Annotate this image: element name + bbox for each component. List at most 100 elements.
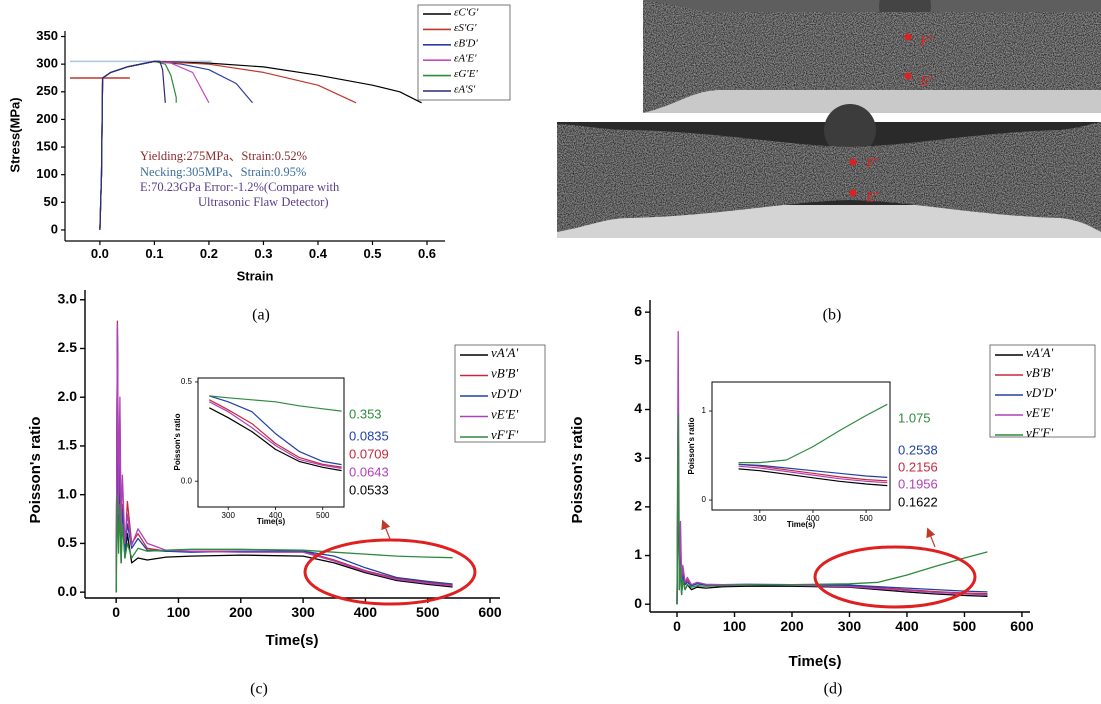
series-line [115,494,453,593]
x-tick-label: 0.2 [200,246,218,261]
legend-label: εS'G' [454,22,477,34]
x-tick-label: 0.5 [363,246,381,261]
annotation: Necking:305MPa、Strain:0.95% [140,165,306,179]
x-axis-label: Time(s) [265,632,318,649]
series-line [738,465,888,484]
arrow [381,519,391,540]
legend-label: νF'F' [491,427,518,442]
panel-label: (a) [252,307,270,324]
legend-label: εG'E' [454,68,478,80]
legend-label: εA'E' [454,53,477,65]
x-tick-label: 0.1 [145,246,163,261]
end-value-label: 0.2538 [898,442,938,457]
y-tick-label: 0.5 [58,534,78,550]
y-tick-label: 2 [634,498,642,514]
x-tick-label: 400 [806,514,820,523]
y-tick-label: 1 [702,406,707,415]
photo-marker-label: F' [919,33,933,49]
x-tick-label: 500 [953,618,977,634]
y-tick-label: 3.0 [58,290,78,306]
x-tick-label: 300 [222,511,236,520]
y-tick-label: 250 [36,83,58,98]
y-tick-label: 1.0 [58,485,78,501]
end-value-label: 0.2156 [898,459,938,474]
panel-label: (c) [250,681,268,698]
x-tick-label: 100 [723,618,747,634]
y-axis-label: Poisson's ratio [27,417,44,524]
photo-marker-label: F' [865,155,879,171]
series-line [99,60,166,230]
y-tick-label: 50 [44,194,58,209]
legend-label: νB'B' [1026,365,1053,380]
x-tick-label: 600 [1010,618,1034,634]
x-tick-label: 600 [478,604,502,620]
photo-marker-label: E' [865,189,879,205]
y-tick-label: 100 [36,166,58,181]
legend-label: εB'D' [454,37,478,49]
y-tick-label: 1 [634,546,642,562]
panel-label: (d) [824,681,843,698]
legend-label: εA'S' [454,84,476,96]
x-axis-label: Time(s) [257,517,286,526]
annotation: E:70.23GPa Error:-1.2%(Compare with [140,180,340,194]
y-tick-label: 2.0 [58,388,78,404]
photo-marker-label: E' [919,73,933,89]
legend-label: νD'D' [1026,385,1056,400]
x-tick-label: 0 [112,604,120,620]
series-line [738,463,888,482]
end-value-label: 0.0643 [349,464,389,479]
x-tick-label: 500 [859,514,873,523]
end-value-label: 0.0835 [349,428,389,443]
legend-label: νF'F' [1026,425,1053,440]
legend-label: νE'E' [1026,405,1053,420]
series-line [209,395,342,412]
legend-label: εC'G' [454,7,479,19]
series-line [738,468,888,487]
y-axis-label: Poisson's ratio [173,413,182,470]
x-tick-label: 300 [753,514,767,523]
end-value-label: 0.0533 [349,482,389,497]
y-axis-label: Stress(MPa) [7,97,22,172]
highlight-ellipse [813,545,977,609]
annotation: Ultrasonic Flaw Detector) [198,195,329,209]
y-tick-label: 5 [634,352,642,368]
x-tick-label: 0.6 [418,246,436,261]
series-line [676,413,988,605]
y-tick-label: 3 [634,449,642,465]
y-axis-label: Poisson's ratio [569,417,586,524]
highlight-ellipse [303,538,477,606]
series-line [115,323,453,593]
x-tick-label: 0.3 [254,246,272,261]
y-tick-label: 1.5 [58,437,78,453]
end-value-label: 1.075 [898,410,931,425]
photo-top [643,0,1101,113]
x-tick-label: 400 [354,604,378,620]
y-tick-label: 6 [634,303,642,319]
series-line [738,403,888,464]
x-tick-label: 0 [673,618,681,634]
y-tick-label: 200 [36,111,58,126]
legend-label: νB'B' [491,365,518,380]
y-tick-label: 2.5 [58,339,78,355]
legend-label: νA'A' [491,345,518,360]
x-tick-label: 500 [416,604,440,620]
x-tick-label: 0.0 [91,246,109,261]
series-line [209,407,342,472]
x-tick-label: 0.4 [309,246,328,261]
y-tick-label: 0.0 [181,476,193,485]
x-tick-label: 400 [269,511,283,520]
x-tick-label: 300 [291,604,315,620]
y-tick-label: 300 [36,56,58,71]
y-tick-label: 0.5 [181,377,193,386]
x-axis-label: Time(s) [788,653,841,670]
y-tick-label: 4 [634,400,642,416]
photo-bottom [557,104,1101,238]
end-value-label: 0.0709 [349,446,389,461]
annotation: Yielding:275MPa、Strain:0.52% [140,149,307,163]
y-tick-label: 0 [702,495,707,504]
x-tick-label: 400 [895,618,919,634]
y-tick-label: 350 [36,28,58,43]
end-value-label: 0.1622 [898,494,938,509]
legend-label: νA'A' [1026,345,1053,360]
series-line [676,330,988,605]
